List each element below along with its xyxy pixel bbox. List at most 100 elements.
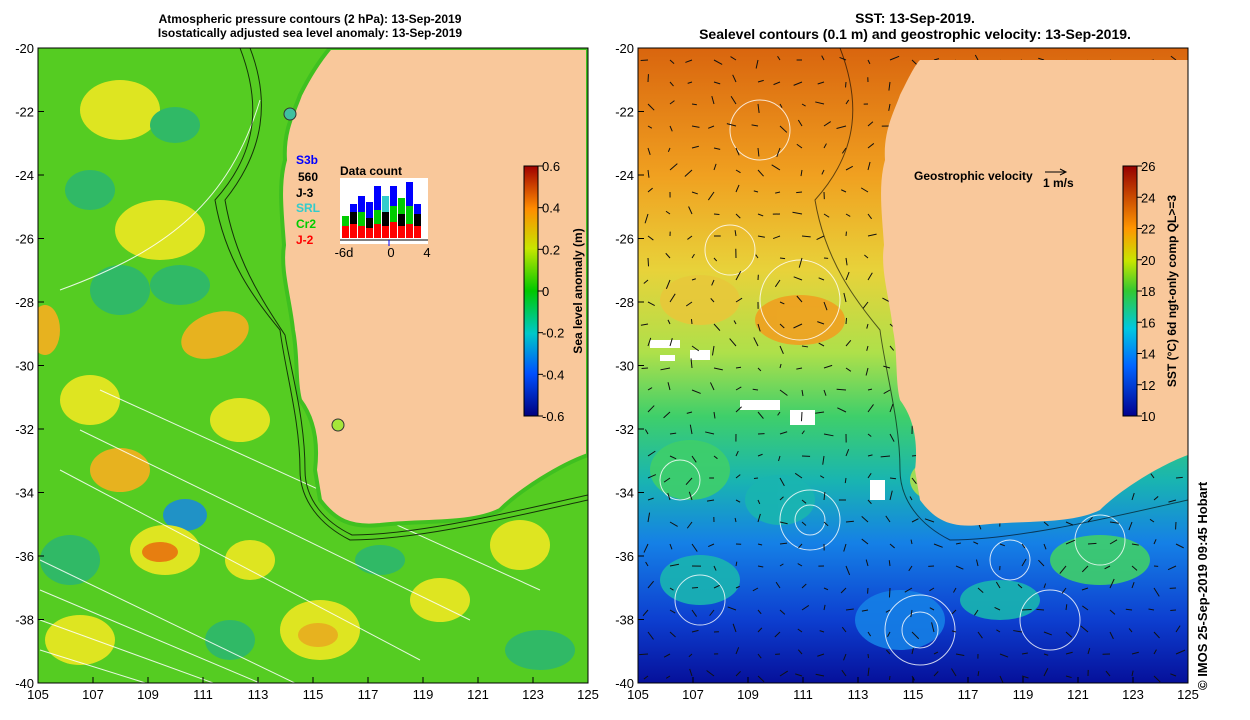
velocity-arrow — [841, 626, 847, 633]
velocity-arrow — [669, 338, 673, 347]
velocity-arrow — [774, 631, 781, 638]
velocity-arrow — [665, 279, 671, 290]
velocity-arrow — [690, 319, 693, 325]
velocity-arrow — [691, 253, 695, 259]
velocity-arrow — [867, 454, 873, 457]
sst-colorbar-ticks: 26 24 22 20 18 16 14 12 10 — [1137, 159, 1155, 424]
velocity-arrow — [845, 340, 852, 347]
colorbar-tick-label: 0.2 — [542, 242, 560, 257]
velocity-arrow — [735, 671, 741, 677]
velocity-arrow — [798, 257, 803, 268]
velocity-arrow — [844, 477, 847, 484]
velocity-arrow — [757, 147, 760, 157]
velocity-arrow — [1104, 565, 1111, 570]
y-tick-label: -38 — [615, 613, 634, 628]
right-bathymetry-contours — [814, 48, 1188, 541]
cloud-mask — [650, 340, 885, 500]
sealevel-contours — [659, 99, 1126, 666]
velocity-arrow — [1153, 631, 1160, 639]
velocity-arrow — [691, 125, 700, 128]
velocity-arrow — [774, 279, 781, 288]
velocity-arrow — [667, 319, 671, 325]
velocity-arrow — [647, 235, 654, 241]
velocity-arrow — [823, 433, 834, 437]
velocity-arrow — [929, 607, 935, 611]
velocity-arrow — [690, 358, 693, 369]
velocity-arrow — [713, 565, 717, 571]
velocity-arrow — [688, 653, 693, 658]
velocity-arrow — [665, 252, 671, 259]
velocity-arrow — [773, 81, 781, 86]
colorbar-tick-label: 22 — [1141, 222, 1155, 237]
y-tick-label: -30 — [615, 359, 634, 374]
velocity-arrow — [647, 125, 653, 129]
velocity-arrow — [647, 497, 654, 501]
velocity-arrow — [953, 587, 957, 593]
sat-label-s3b: S3b — [296, 153, 318, 167]
velocity-arrow — [1170, 673, 1177, 677]
colorbar-tick-label: 20 — [1141, 253, 1155, 268]
velocity-arrow — [1168, 499, 1177, 503]
velocity-arrow — [845, 520, 854, 523]
velocity-arrow — [689, 668, 693, 677]
velocity-arrow — [667, 382, 671, 391]
velocity-arrow — [1175, 543, 1184, 549]
x-tick-label: 105 — [627, 687, 649, 702]
velocity-arrow — [735, 366, 742, 369]
colorbar-tick-label: 0.4 — [542, 201, 560, 216]
velocity-arrow — [757, 627, 763, 633]
velocity-arrow — [735, 561, 738, 567]
velocity-arrow — [796, 143, 803, 149]
velocity-arrow — [684, 169, 693, 177]
tide-gauge-marker — [331, 418, 345, 432]
velocity-arrow — [669, 587, 674, 591]
velocity-arrow — [793, 276, 803, 281]
velocity-arrow — [669, 100, 675, 105]
velocity-arrow — [823, 143, 827, 149]
velocity-arrow — [819, 630, 825, 633]
velocity-arrow — [1153, 496, 1159, 501]
y-tick-label: -38 — [15, 613, 34, 628]
bathymetry-contours — [214, 48, 588, 541]
y-tick-label: -22 — [615, 105, 634, 120]
velocity-arrow — [1153, 539, 1157, 545]
velocity-arrow — [669, 543, 673, 550]
y-tick-label: -36 — [615, 549, 634, 564]
velocity-arrow — [910, 539, 913, 545]
y-tick-label: -30 — [15, 359, 34, 374]
velocity-arrow — [1043, 521, 1049, 527]
velocity-arrow — [823, 364, 833, 369]
velocity-arrow — [757, 169, 764, 177]
velocity-arrow — [888, 103, 891, 111]
y-tick-label: -20 — [615, 41, 634, 56]
velocity-arrow — [823, 213, 830, 218]
velocity-arrow — [730, 56, 737, 61]
velocity-arrow — [644, 213, 649, 224]
velocity-arrow — [867, 213, 872, 220]
sla-colorbar-ramp — [523, 165, 539, 417]
velocity-arrow — [687, 235, 693, 240]
velocity-arrow — [924, 518, 935, 523]
velocity-arrow — [933, 651, 939, 655]
x-tick-label: 115 — [303, 687, 324, 702]
velocity-arrow — [735, 213, 741, 219]
velocity-arrow — [823, 521, 829, 527]
left-title-line1: Atmospheric pressure contours (2 hPa): 1… — [158, 12, 462, 26]
velocity-arrow — [779, 301, 785, 305]
velocity-arrow — [1131, 651, 1139, 655]
data-count-xtick: -6d — [335, 245, 354, 260]
velocity-arrow — [757, 235, 765, 238]
velocity-arrow — [669, 631, 676, 638]
velocity-arrow — [845, 271, 850, 281]
velocity-arrow — [663, 653, 671, 658]
velocity-arrow — [730, 95, 737, 105]
velocity-arrow — [818, 342, 825, 347]
velocity-arrow — [795, 673, 803, 677]
velocity-arrow — [801, 235, 811, 238]
velocity-arrow — [911, 631, 920, 640]
velocity-arrow — [977, 587, 984, 593]
sst-colorbar-ramp — [1122, 165, 1138, 417]
sat-label-560: 560 — [298, 170, 318, 184]
velocity-arrow — [1038, 559, 1045, 567]
velocity-arrow — [647, 103, 655, 111]
